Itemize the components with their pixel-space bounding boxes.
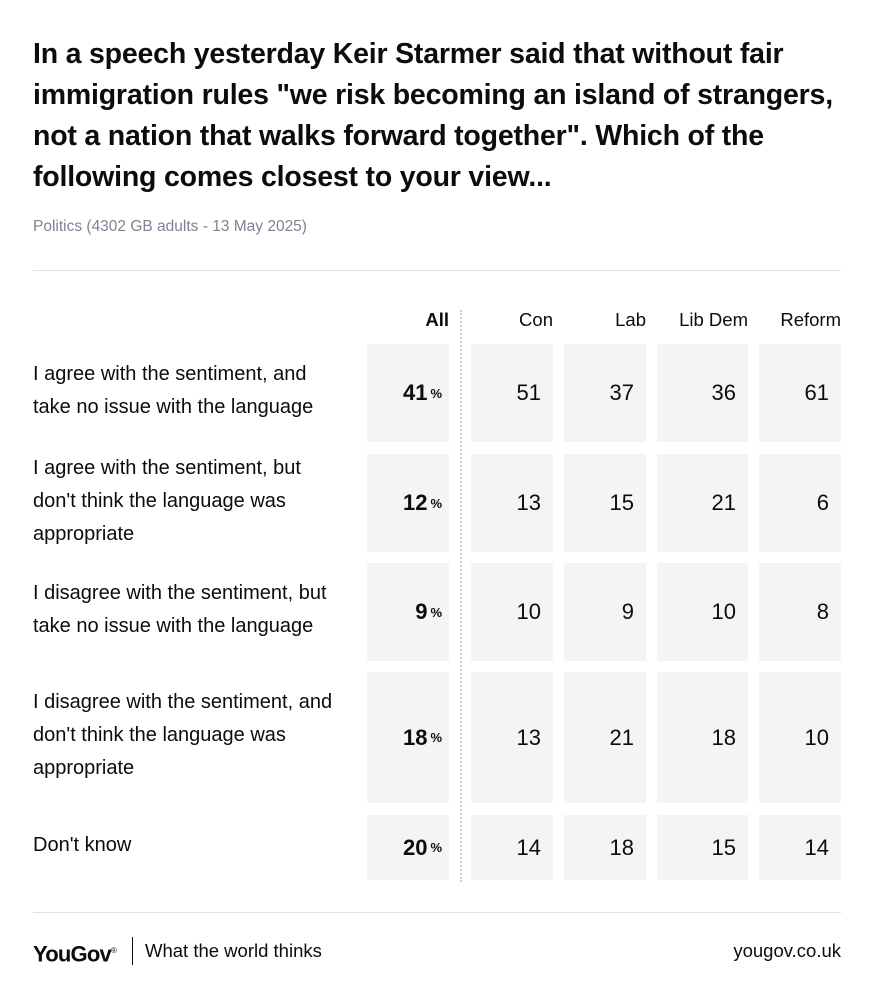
value-cell-lab: 15 <box>564 454 646 552</box>
column-header-lab: Lab <box>615 309 646 330</box>
value-number: 15 <box>609 490 634 515</box>
value-cell-lib-dem: 36 <box>657 344 748 442</box>
value-cell-lib-dem: 10 <box>657 563 748 661</box>
row-label: Don't know <box>33 834 132 856</box>
value-cell-lib-dem: 21 <box>657 454 748 552</box>
row-label: I disagree with the sentiment, and don't… <box>33 691 333 779</box>
value-cell-lib-dem: 15 <box>657 815 748 880</box>
row-label: I agree with the sentiment, but don't th… <box>33 456 301 545</box>
value-cell-con: 13 <box>471 454 553 552</box>
value-cell-lib-dem: 18 <box>657 672 748 803</box>
percent-sign: % <box>430 840 442 855</box>
value-number: 18 <box>609 834 634 860</box>
value-number: 20 <box>402 834 428 860</box>
value-number: 18 <box>711 724 736 750</box>
value-cell-lab: 37 <box>564 344 646 442</box>
column-header-lib-dem: Lib Dem <box>679 309 748 330</box>
value-cell-con: 10 <box>471 563 553 661</box>
value-number: 61 <box>804 380 829 405</box>
chart-subtitle: Politics (4302 GB adults - 13 May 2025) <box>33 218 307 235</box>
percent-sign: % <box>430 495 442 511</box>
value-cell-con: 51 <box>471 344 553 442</box>
row-label: I agree with the sentiment, and take no … <box>33 363 314 418</box>
value-cell-all: 18% <box>367 672 449 803</box>
value-cell-all: 41% <box>367 344 449 442</box>
value-cell-reform: 10 <box>759 672 841 803</box>
column-header-all: All <box>425 309 449 330</box>
value-number: 9 <box>415 599 428 624</box>
chart-title: In a speech yesterday Keir Starmer said … <box>33 38 833 193</box>
footer-divider <box>33 912 841 913</box>
value-number: 51 <box>516 380 541 405</box>
footer-separator <box>132 937 133 965</box>
value-cell-reform: 6 <box>759 454 841 552</box>
header-divider <box>33 270 841 271</box>
value-number: 10 <box>516 599 541 624</box>
value-cell-lab: 21 <box>564 672 646 803</box>
column-header-con: Con <box>519 309 553 330</box>
value-number: 10 <box>804 724 829 750</box>
value-number: 15 <box>711 834 736 860</box>
value-cell-reform: 61 <box>759 344 841 442</box>
value-cell-con: 14 <box>471 815 553 880</box>
value-number: 9 <box>621 599 634 624</box>
value-number: 13 <box>516 724 541 750</box>
value-number: 12 <box>402 490 428 515</box>
value-cell-all: 9% <box>367 563 449 661</box>
value-number: 10 <box>711 599 736 624</box>
value-number: 14 <box>804 834 829 860</box>
value-cell-lab: 9 <box>564 563 646 661</box>
percent-sign: % <box>430 604 442 620</box>
footer-tagline: What the world thinks <box>145 940 322 961</box>
value-number: 18 <box>402 724 428 750</box>
value-cell-lab: 18 <box>564 815 646 880</box>
percent-sign: % <box>430 385 442 401</box>
value-number: 8 <box>816 599 829 624</box>
yougov-logo[interactable]: YouGov® <box>33 941 117 967</box>
value-number: 6 <box>816 490 829 515</box>
value-cell-con: 13 <box>471 672 553 803</box>
value-cell-reform: 8 <box>759 563 841 661</box>
all-column-divider <box>460 310 462 882</box>
value-number: 36 <box>711 380 736 405</box>
value-number: 41 <box>402 380 428 405</box>
row-label: I disagree with the sentiment, but take … <box>33 582 327 637</box>
value-number: 21 <box>711 490 736 515</box>
value-cell-reform: 14 <box>759 815 841 880</box>
value-number: 14 <box>516 834 541 860</box>
percent-sign: % <box>430 730 442 745</box>
value-cell-all: 12% <box>367 454 449 552</box>
column-header-reform: Reform <box>780 309 841 330</box>
value-number: 21 <box>609 724 634 750</box>
value-cell-all: 20% <box>367 815 449 880</box>
value-number: 37 <box>609 380 634 405</box>
value-number: 13 <box>516 490 541 515</box>
footer-site-link[interactable]: yougov.co.uk <box>733 940 841 961</box>
